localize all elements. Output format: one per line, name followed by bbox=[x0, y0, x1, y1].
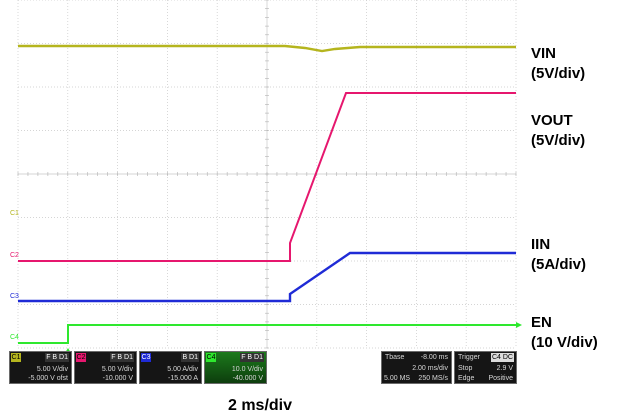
timebase-sampling: 5.00 MS 250 MS/s bbox=[382, 374, 451, 383]
vout-trace bbox=[18, 92, 516, 262]
trigger-slope: Positive bbox=[488, 375, 513, 382]
timescale-caption: 2 ms/div bbox=[227, 397, 293, 414]
vout-label-name: VOUT bbox=[531, 112, 573, 129]
channel-marker: C4 bbox=[10, 334, 19, 341]
en-label-name: EN bbox=[531, 314, 552, 331]
channel-3-tag: C3 bbox=[141, 353, 151, 362]
channel-2-flags: F B D1 bbox=[110, 353, 134, 362]
en-label: EN (10 V/div) bbox=[531, 313, 598, 353]
iin-label: IIN (5A/div) bbox=[531, 235, 586, 275]
vin-label-scale: (5V/div) bbox=[531, 65, 586, 82]
channel-markers: C1 C2 C3 C4 bbox=[10, 210, 522, 353]
vin-label: VIN (5V/div) bbox=[531, 44, 585, 84]
channel-1-scale: 5.00 V/div bbox=[36, 366, 68, 373]
channel-1-flags: F B D1 bbox=[45, 353, 69, 362]
trigger-title: Trigger bbox=[458, 354, 480, 361]
trigger-mode-row: Stop 2.9 V bbox=[455, 364, 516, 373]
channel-4-tag: C4 bbox=[206, 353, 216, 362]
channel-marker: C2 bbox=[10, 252, 19, 259]
trigger-level: 2.9 V bbox=[496, 365, 513, 372]
vout-label: VOUT (5V/div) bbox=[531, 111, 585, 151]
channel-4-offset: -40.000 V bbox=[232, 375, 263, 382]
timebase-rate: 250 MS/s bbox=[418, 375, 448, 382]
channel-marker: C1 bbox=[10, 210, 19, 217]
channel-3-status[interactable]: C3 B D1 5.00 A/div -15.000 A bbox=[139, 351, 202, 384]
channel-1-tag: C1 bbox=[11, 353, 21, 362]
iin-trace bbox=[18, 251, 516, 303]
trigger-level-marker bbox=[516, 322, 522, 328]
channel-marker: C3 bbox=[10, 293, 19, 300]
vin-trace bbox=[18, 44, 516, 53]
en-label-scale: (10 V/div) bbox=[531, 334, 598, 351]
timebase-header: Tbase -8.00 ms bbox=[382, 353, 451, 362]
vin-label-name: VIN bbox=[531, 45, 557, 62]
channel-2-scale: 5.00 V/div bbox=[101, 366, 133, 373]
channel-4-scale: 10.0 V/div bbox=[231, 366, 263, 373]
timebase-scale: 2.00 ms/div bbox=[412, 365, 448, 372]
timebase-sample: 5.00 MS bbox=[384, 375, 411, 382]
channel-2-status[interactable]: C2 F B D1 5.00 V/div -10.000 V bbox=[74, 351, 137, 384]
vout-label-scale: (5V/div) bbox=[531, 132, 586, 149]
channel-2-tag: C2 bbox=[76, 353, 86, 362]
channel-3-scale: 5.00 A/div bbox=[167, 366, 198, 373]
iin-label-name: IIN bbox=[531, 236, 551, 253]
graticule bbox=[17, 0, 517, 349]
trigger-mode: Stop bbox=[458, 365, 473, 372]
iin-label-scale: (5A/div) bbox=[531, 256, 587, 273]
timebase-delay: -8.00 ms bbox=[420, 354, 448, 361]
channel-3-flags: B D1 bbox=[181, 353, 199, 362]
channel-4-flags: F B D1 bbox=[240, 353, 264, 362]
trigger-header: Trigger C4 DC bbox=[455, 353, 516, 362]
trigger-channel: C4 DC bbox=[490, 353, 514, 362]
channel-1-offset: -5.000 V ofst bbox=[28, 375, 68, 382]
channel-1-status[interactable]: C1 F B D1 5.00 V/div -5.000 V ofst bbox=[9, 351, 72, 384]
timebase-status[interactable]: Tbase -8.00 ms 2.00 ms/div 5.00 MS 250 M… bbox=[381, 351, 452, 384]
channel-3-offset: -15.000 A bbox=[168, 375, 198, 382]
waveform-traces bbox=[18, 44, 516, 344]
timebase-title: Tbase bbox=[385, 354, 405, 361]
trigger-status[interactable]: Trigger C4 DC Stop 2.9 V Edge Positive bbox=[454, 351, 517, 384]
trigger-type: Edge bbox=[458, 375, 475, 382]
channel-4-status[interactable]: C4 F B D1 10.0 V/div -40.000 V bbox=[204, 351, 267, 384]
trigger-type-row: Edge Positive bbox=[455, 374, 516, 383]
en-trace bbox=[18, 324, 516, 344]
channel-2-offset: -10.000 V bbox=[102, 375, 133, 382]
